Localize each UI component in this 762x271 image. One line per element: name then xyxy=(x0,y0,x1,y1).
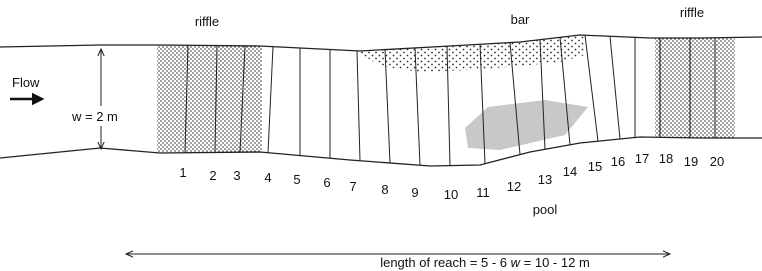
transect-number: 4 xyxy=(264,170,271,185)
bar-area xyxy=(358,35,585,72)
text: = 10 - 12 m xyxy=(520,255,590,270)
transect-number: 17 xyxy=(635,151,649,166)
shading xyxy=(157,35,735,153)
riffle-area xyxy=(655,37,735,138)
riffle-area xyxy=(157,45,262,153)
width-label: w = 2 m xyxy=(71,109,118,124)
transect-number: 18 xyxy=(659,151,673,166)
transect-number: 3 xyxy=(233,168,240,183)
transect-number: 7 xyxy=(349,179,356,194)
transect-number: 15 xyxy=(588,159,602,174)
transect-number: 11 xyxy=(476,185,490,200)
pool-label: pool xyxy=(533,202,558,217)
top-bank xyxy=(0,35,762,51)
riffle-label: riffle xyxy=(680,5,704,20)
transect-number: 20 xyxy=(710,154,724,169)
transect-number: 8 xyxy=(381,182,388,197)
transect-number: 1 xyxy=(179,165,186,180)
transect-number: 2 xyxy=(209,168,216,183)
transect-number: 12 xyxy=(507,179,521,194)
transect-number: 9 xyxy=(411,185,418,200)
bar-label: bar xyxy=(511,12,530,27)
transect-line xyxy=(357,51,360,161)
text: length of reach = 5 - 6 xyxy=(380,255,510,270)
transect-number: 13 xyxy=(538,172,552,187)
transect-line xyxy=(585,35,598,141)
transect-number: 14 xyxy=(563,164,577,179)
transect-number: 6 xyxy=(323,175,330,190)
transect-number: 10 xyxy=(444,187,458,202)
reach-length-label: length of reach = 5 - 6 w = 10 - 12 m xyxy=(380,255,590,270)
transect-number: 5 xyxy=(293,172,300,187)
transect-line xyxy=(610,36,620,139)
reach-diagram: riffle bar riffle Flow w = 2 m pool leng… xyxy=(0,0,762,271)
riffle-label: riffle xyxy=(195,14,219,29)
transect-number: 16 xyxy=(611,154,625,169)
transect-number: 19 xyxy=(684,154,698,169)
flow-label: Flow xyxy=(12,75,40,90)
transect-line xyxy=(268,47,273,153)
